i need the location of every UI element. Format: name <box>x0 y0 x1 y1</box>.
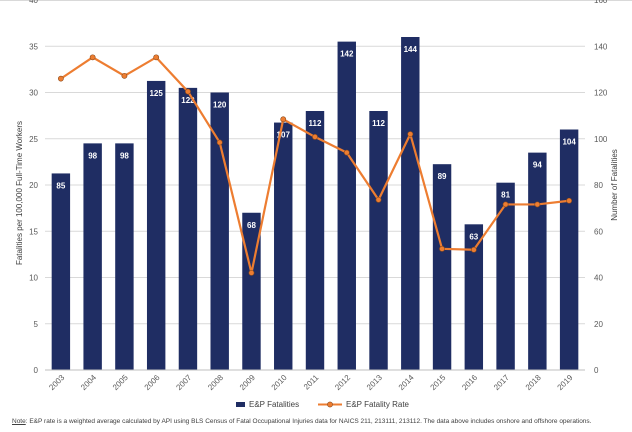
bar <box>496 182 515 370</box>
x-tick-label: 2005 <box>111 373 130 392</box>
rate-point <box>343 149 350 156</box>
legend-bar-label: E&P Fatalities <box>249 400 299 409</box>
x-tick-label: 2014 <box>397 373 416 392</box>
y-right-tick-label: 40 <box>594 274 603 283</box>
bar <box>274 122 293 370</box>
bar <box>83 143 102 370</box>
bar-data-label: 98 <box>88 151 97 160</box>
y-right-tick-label: 0 <box>594 366 599 375</box>
bar <box>559 129 579 370</box>
bar-data-label: 85 <box>56 181 65 190</box>
x-tick-label: 2013 <box>365 373 384 392</box>
rate-point <box>407 131 414 138</box>
y-left-tick-label: 30 <box>29 89 38 98</box>
y-left-tick-label: 10 <box>29 274 38 283</box>
bar <box>337 41 356 370</box>
y-right-tick-label: 80 <box>594 181 603 190</box>
y-left-tick-label: 15 <box>29 227 38 236</box>
bar <box>51 173 71 370</box>
bar <box>401 37 420 370</box>
bar <box>178 87 198 370</box>
bar <box>146 80 166 370</box>
rate-point <box>566 197 573 204</box>
x-tick-label: 2006 <box>143 373 162 392</box>
bar-data-label: 89 <box>438 172 447 181</box>
bar <box>305 111 325 370</box>
rate-point <box>153 54 160 61</box>
rate-point <box>121 72 128 79</box>
x-tick-label: 2003 <box>47 373 66 392</box>
bar <box>369 111 388 370</box>
bar-data-label: 98 <box>120 151 129 160</box>
bar <box>115 143 134 370</box>
note-prefix: Note <box>12 418 26 425</box>
y-left-tick-label: 40 <box>29 0 38 5</box>
rate-point <box>280 116 287 123</box>
rate-point <box>216 139 223 146</box>
x-tick-label: 2007 <box>174 373 193 392</box>
bar-data-label: 142 <box>340 50 354 59</box>
rate-point <box>185 88 191 95</box>
x-tick-label: 2018 <box>524 373 543 392</box>
y-right-tick-label: 100 <box>594 135 608 144</box>
y-right-tick-label: 60 <box>594 227 603 236</box>
bar-data-label: 125 <box>149 89 163 98</box>
y-right-tick-label: 120 <box>594 89 608 98</box>
rate-point <box>89 54 96 61</box>
bar-data-label: 107 <box>277 131 291 140</box>
bar-data-label: 63 <box>469 232 478 241</box>
legend-line-marker <box>327 401 333 408</box>
y-left-axis-title: Fatalities per 100,000 Full-Time Workers <box>15 121 24 265</box>
bar <box>528 152 547 370</box>
y-left-tick-label: 0 <box>34 366 39 375</box>
rate-point <box>534 201 541 208</box>
y-right-tick-label: 160 <box>594 0 608 5</box>
legend-line-label: E&P Fatality Rate <box>346 400 410 409</box>
legend-bar-swatch <box>236 402 245 407</box>
rate-point <box>312 133 318 140</box>
y-right-tick-label: 20 <box>594 320 603 329</box>
rate-point <box>57 75 64 82</box>
bar-data-label: 68 <box>247 221 256 230</box>
x-tick-label: 2016 <box>460 373 479 392</box>
rate-point <box>375 196 382 203</box>
bar <box>432 164 452 370</box>
x-tick-label: 2010 <box>270 373 289 392</box>
y-left-tick-label: 20 <box>29 181 38 190</box>
bar-data-label: 112 <box>309 119 322 128</box>
x-tick-label: 2011 <box>302 373 321 392</box>
x-tick-label: 2004 <box>79 373 98 392</box>
bar <box>464 224 484 370</box>
bar-data-label: 122 <box>181 96 195 105</box>
bar-data-label: 144 <box>404 45 418 54</box>
y-right-tick-label: 140 <box>594 42 608 51</box>
bar-data-label: 112 <box>372 119 385 128</box>
x-tick-label: 2012 <box>333 373 352 392</box>
x-tick-label: 2017 <box>492 373 511 392</box>
chart-note: Note: E&P rate is a weighted average cal… <box>12 418 591 425</box>
bar-data-label: 120 <box>213 101 227 110</box>
y-right-axis-title: Number of Fatalities <box>610 149 619 221</box>
bar-data-label: 104 <box>562 138 576 147</box>
x-tick-label: 2008 <box>206 373 225 392</box>
x-tick-label: 2009 <box>238 373 257 392</box>
y-left-tick-label: 35 <box>29 42 38 51</box>
y-left-tick-label: 5 <box>34 320 39 329</box>
x-tick-label: 2015 <box>429 373 448 392</box>
bar-data-label: 81 <box>501 191 510 200</box>
y-left-tick-label: 25 <box>29 135 38 144</box>
x-tick-label: 2019 <box>556 373 575 392</box>
rate-point <box>439 245 445 252</box>
note-text: : E&P rate is a weighted average calcula… <box>25 418 592 425</box>
rate-point <box>248 269 255 276</box>
bar-data-label: 94 <box>533 161 542 170</box>
rate-point <box>470 246 477 253</box>
rate-point <box>502 201 509 208</box>
